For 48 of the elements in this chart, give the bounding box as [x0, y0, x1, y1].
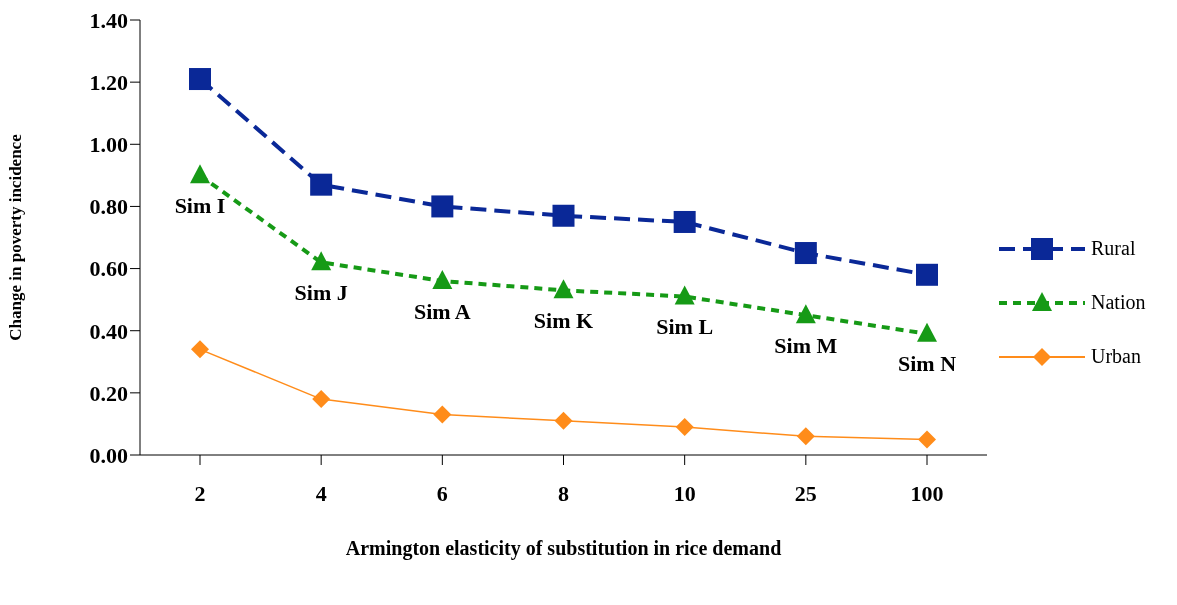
point	[795, 304, 816, 324]
point	[796, 427, 815, 446]
annotation: Sim L	[656, 314, 714, 340]
x-tick-label: 8	[558, 480, 569, 506]
point	[433, 405, 452, 424]
point	[310, 173, 333, 196]
annotation: Sim K	[533, 307, 594, 333]
point	[553, 279, 574, 299]
point	[311, 251, 332, 271]
point	[189, 68, 211, 91]
point	[312, 390, 331, 409]
x-tick-label: 100	[910, 480, 944, 506]
point	[916, 263, 938, 286]
legend-label: Rural	[1091, 237, 1136, 260]
y-tick-label: 0.80	[89, 194, 128, 220]
x-axis-title: Armington elasticity of substitution in rice demand	[345, 537, 782, 560]
point	[675, 418, 694, 437]
annotation: Sim J	[294, 279, 348, 305]
x-tick-label: 10	[673, 480, 696, 506]
annotation: Sim A	[413, 298, 471, 324]
point	[554, 411, 573, 430]
y-axis-title: Change in poverty incidence	[6, 133, 26, 341]
y-tick-label: 0.40	[89, 318, 128, 344]
y-tick-label: 1.20	[89, 69, 128, 95]
point	[552, 204, 575, 227]
legend-label: Urban	[1091, 345, 1141, 368]
point	[917, 322, 937, 342]
point	[191, 340, 209, 359]
y-tick-label: 1.00	[89, 132, 128, 158]
annotation: Sim I	[174, 192, 226, 218]
point	[674, 285, 695, 305]
point	[918, 430, 936, 449]
x-tick-label: 6	[436, 480, 448, 506]
point	[431, 195, 454, 218]
point	[794, 242, 817, 265]
y-tick-label: 0.00	[89, 442, 128, 468]
x-tick-label: 2	[194, 480, 206, 506]
y-tick-label: 0.60	[89, 256, 128, 282]
y-tick-label: 1.40	[89, 7, 128, 33]
legend-label: Nation	[1091, 291, 1146, 314]
x-tick-label: 4	[315, 480, 327, 506]
point	[673, 210, 696, 233]
annotation: Sim M	[774, 332, 838, 358]
point	[190, 164, 210, 184]
x-tick-label: 25	[794, 480, 817, 506]
annotation: Sim N	[897, 351, 957, 377]
point	[432, 270, 453, 289]
y-tick-label: 0.20	[89, 380, 128, 406]
